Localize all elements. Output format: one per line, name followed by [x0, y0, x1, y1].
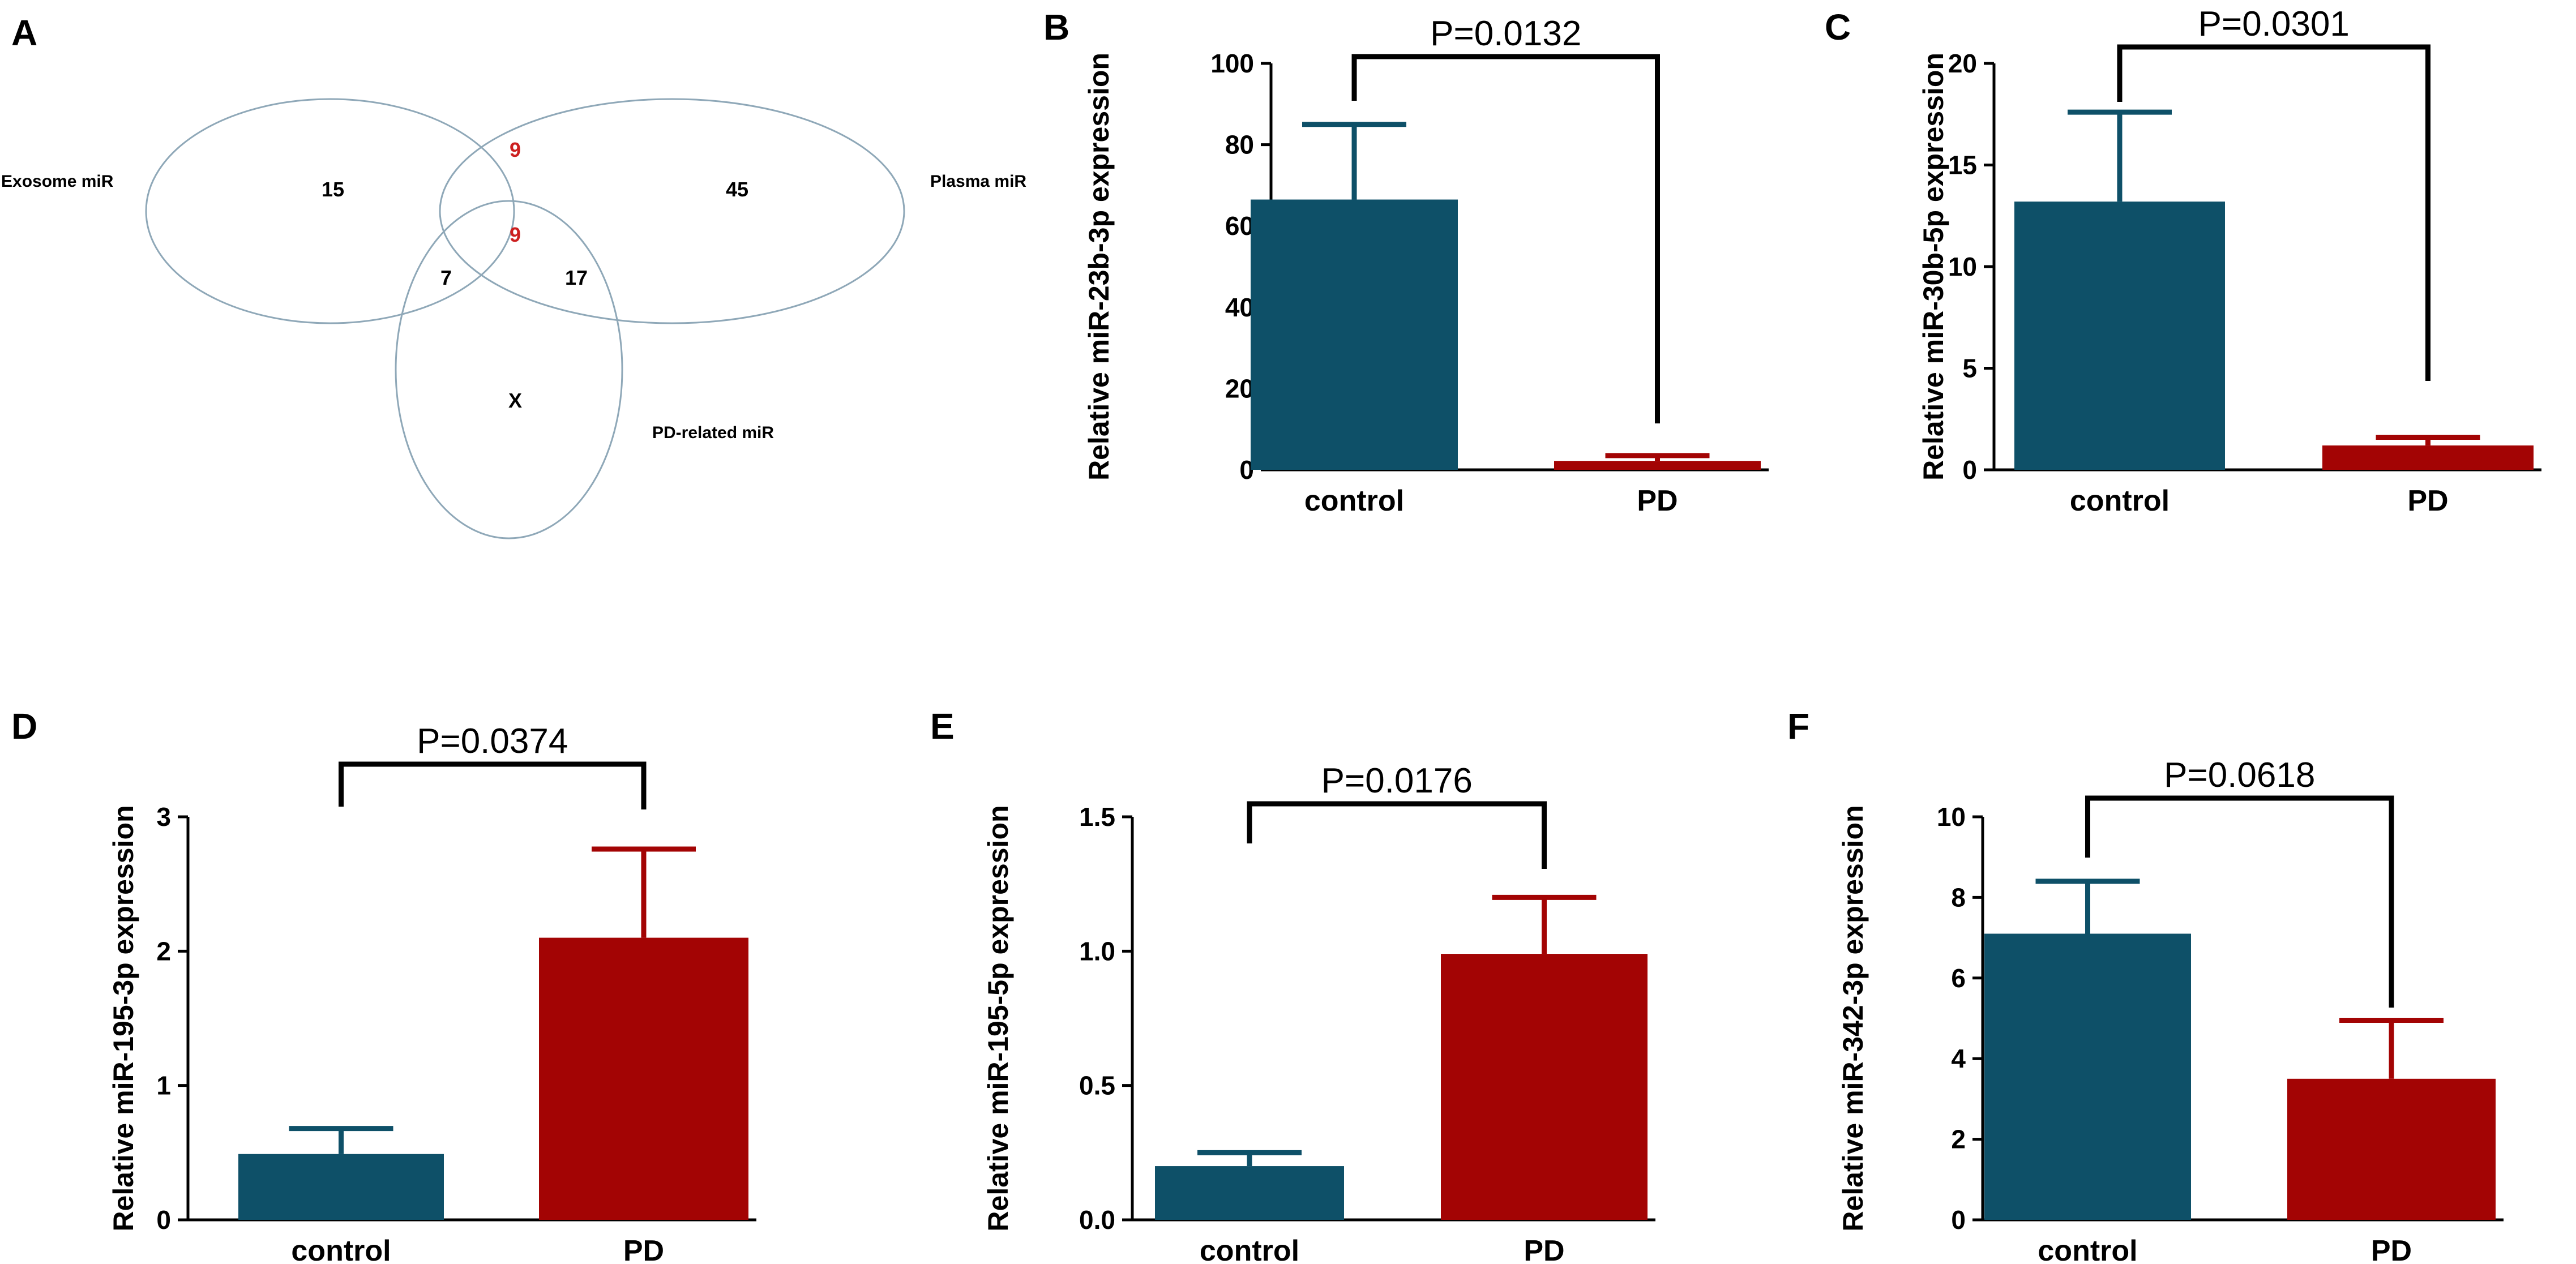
- category-label-control: control: [1304, 485, 1404, 517]
- venn-ellipse-plasma: [439, 98, 905, 324]
- y-tick-label: 2: [156, 936, 171, 966]
- bar-control: [1984, 933, 2191, 1220]
- venn-count-pd-only: X: [508, 389, 522, 412]
- y-tick-label: 40: [1225, 293, 1254, 322]
- y-tick-label: 100: [1210, 49, 1254, 78]
- category-label-control: control: [2038, 1235, 2137, 1264]
- category-label-pd: PD: [623, 1235, 664, 1264]
- category-label-control: control: [1200, 1235, 1299, 1264]
- significance-bracket: [2117, 44, 2430, 381]
- y-tick-label: 60: [1225, 211, 1254, 241]
- y-tick-label: 80: [1225, 130, 1254, 160]
- category-label-pd: PD: [1524, 1235, 1564, 1264]
- y-tick-label: 5: [1962, 354, 1977, 383]
- panel-letter-f: F: [1787, 706, 1809, 747]
- y-axis-label: Relative miR-195-5p expression: [982, 805, 1014, 1231]
- venn-ellipse-exosome: [145, 98, 515, 324]
- significance-bracket: [339, 761, 647, 809]
- venn-panel: A Exosome miR Plasma miR PD-related miR …: [1, 12, 1026, 539]
- bar-control: [238, 1154, 444, 1220]
- bar-pd: [2322, 445, 2534, 470]
- y-tick-label: 1.0: [1079, 936, 1115, 966]
- y-tick-label: 20: [1225, 374, 1254, 403]
- y-tick-label: 10: [1948, 252, 1977, 281]
- bar-control: [1155, 1166, 1344, 1220]
- bar-control: [2014, 202, 2225, 470]
- panel-letter-a: A: [11, 12, 37, 53]
- p-value-label: P=0.0132: [1430, 14, 1581, 53]
- category-label-pd: PD: [1637, 485, 1678, 517]
- venn-ellipse-pd: [395, 200, 623, 539]
- category-label-control: control: [291, 1235, 391, 1264]
- significance-bracket: [1247, 801, 1547, 869]
- y-tick-label: 3: [156, 802, 171, 832]
- significance-bracket: [2085, 795, 2394, 1008]
- y-tick-label: 0: [156, 1205, 171, 1235]
- chart-f: F 0 2 4 6 8 10 Relative miR-342-3p expression co…: [1787, 706, 2504, 1264]
- venn-count-exosome-pd: 7: [440, 266, 452, 289]
- y-tick-label: 1.5: [1079, 802, 1115, 832]
- bar-pd: [539, 937, 748, 1220]
- y-tick-label: 2: [1951, 1125, 1966, 1154]
- y-tick-label: 6: [1951, 963, 1966, 993]
- bar-pd: [2287, 1078, 2496, 1220]
- venn-count-exosome-only: 15: [322, 178, 344, 201]
- y-axis-label: Relative miR-195-3p expression: [108, 805, 139, 1231]
- y-tick-label: 0.5: [1079, 1071, 1115, 1100]
- p-value-label: P=0.0618: [2164, 756, 2315, 795]
- y-tick-label: 1: [156, 1071, 171, 1100]
- p-value-label: P=0.0374: [417, 722, 568, 761]
- significance-bracket: [1351, 54, 1660, 423]
- venn-count-plasma-only: 45: [726, 178, 748, 201]
- y-axis-label: Relative miR-23b-3p expression: [1083, 53, 1115, 481]
- y-tick-label: 4: [1951, 1044, 1966, 1073]
- y-axis-label: Relative miR-342-3p expression: [1837, 805, 1869, 1231]
- panel-letter-c: C: [1825, 7, 1851, 48]
- category-label-pd: PD: [2371, 1235, 2412, 1264]
- chart-d: D 0 1 2 3 Relative miR-195-3p expression contr…: [11, 706, 756, 1264]
- bar-pd: [1441, 954, 1648, 1220]
- panel-letter-e: E: [930, 706, 955, 747]
- p-value-label: P=0.0176: [1321, 761, 1473, 800]
- venn-count-all-three: 9: [510, 223, 521, 246]
- bar-pd: [1554, 461, 1761, 470]
- y-tick-label: 8: [1951, 882, 1966, 912]
- y-axis-label: Relative miR-30b-5p expression: [1918, 53, 1949, 481]
- bar-control: [1251, 199, 1458, 470]
- venn-label-exosome: Exosome miR: [1, 172, 114, 191]
- y-tick-label: 20: [1948, 49, 1977, 78]
- p-value-label: P=0.0301: [2198, 5, 2350, 44]
- category-label-pd: PD: [2407, 485, 2448, 517]
- venn-count-exosome-plasma: 9: [510, 138, 521, 161]
- y-tick-label: 0: [1962, 455, 1977, 485]
- panel-letter-b: B: [1043, 7, 1069, 48]
- chart-e: E 0.0 0.5 1.0 1.5 Relative miR-195-5p express…: [930, 706, 1655, 1264]
- y-tick-label: 15: [1948, 151, 1977, 180]
- category-label-control: control: [2070, 485, 2170, 517]
- venn-label-plasma: Plasma miR: [930, 172, 1026, 191]
- panel-letter-d: D: [11, 706, 37, 747]
- y-tick-label: 10: [1937, 802, 1966, 832]
- y-tick-label: 0.0: [1079, 1205, 1115, 1235]
- y-tick-label: 0: [1951, 1205, 1966, 1235]
- venn-count-plasma-pd: 17: [565, 266, 588, 289]
- venn-label-pd: PD-related miR: [652, 423, 774, 442]
